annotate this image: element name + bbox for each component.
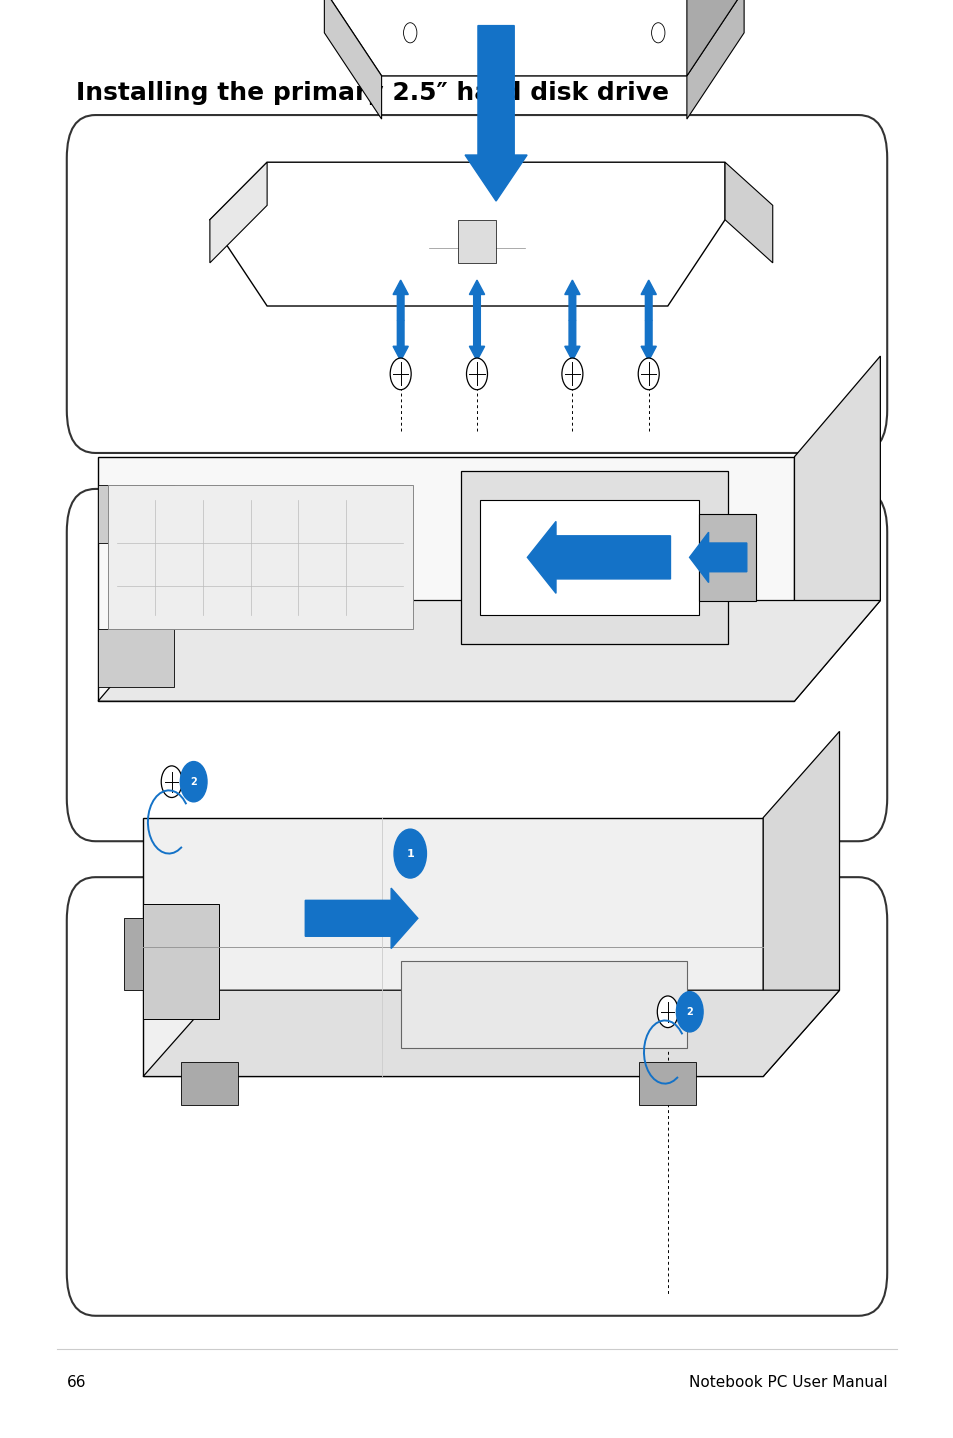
Circle shape <box>403 23 416 43</box>
Polygon shape <box>686 0 743 76</box>
FancyBboxPatch shape <box>67 489 886 841</box>
Polygon shape <box>210 162 267 263</box>
Polygon shape <box>457 220 496 263</box>
Circle shape <box>161 766 182 798</box>
FancyBboxPatch shape <box>67 877 886 1316</box>
Polygon shape <box>762 732 839 1077</box>
Text: Installing the primary 2.5″ hard disk drive: Installing the primary 2.5″ hard disk dr… <box>76 82 669 105</box>
Text: 2: 2 <box>190 777 197 787</box>
Polygon shape <box>181 1063 238 1106</box>
Circle shape <box>394 830 426 879</box>
Circle shape <box>561 358 582 390</box>
FancyArrow shape <box>393 321 408 361</box>
FancyArrow shape <box>469 321 484 361</box>
Circle shape <box>651 23 664 43</box>
Polygon shape <box>210 162 724 306</box>
Polygon shape <box>143 905 219 1020</box>
Circle shape <box>466 358 487 390</box>
Polygon shape <box>400 962 686 1048</box>
Polygon shape <box>324 0 743 76</box>
FancyArrow shape <box>564 321 579 361</box>
FancyArrow shape <box>527 522 670 594</box>
Polygon shape <box>479 500 699 615</box>
Text: Notebook PC User Manual: Notebook PC User Manual <box>688 1375 886 1389</box>
Circle shape <box>390 358 411 390</box>
Text: 2: 2 <box>685 1007 693 1017</box>
Polygon shape <box>98 630 174 687</box>
Polygon shape <box>124 919 143 991</box>
FancyArrow shape <box>469 280 484 321</box>
FancyArrow shape <box>393 280 408 321</box>
Circle shape <box>657 997 678 1028</box>
Polygon shape <box>724 162 772 263</box>
FancyBboxPatch shape <box>67 115 886 453</box>
FancyArrow shape <box>465 26 526 201</box>
FancyArrow shape <box>640 321 656 361</box>
Circle shape <box>676 992 702 1032</box>
Polygon shape <box>108 486 413 630</box>
Text: 1: 1 <box>406 848 414 858</box>
Polygon shape <box>686 0 743 119</box>
Polygon shape <box>794 357 880 702</box>
Text: 66: 66 <box>67 1375 86 1389</box>
Polygon shape <box>639 1063 696 1106</box>
Polygon shape <box>143 991 839 1077</box>
Polygon shape <box>98 486 174 544</box>
Polygon shape <box>143 818 762 1077</box>
FancyArrow shape <box>689 532 746 582</box>
Polygon shape <box>98 601 880 702</box>
Polygon shape <box>460 472 727 644</box>
Polygon shape <box>324 0 381 119</box>
Polygon shape <box>699 515 756 601</box>
Circle shape <box>180 762 207 802</box>
Circle shape <box>638 358 659 390</box>
FancyArrow shape <box>305 889 417 949</box>
Polygon shape <box>98 457 794 702</box>
FancyArrow shape <box>564 280 579 321</box>
FancyArrow shape <box>640 280 656 321</box>
